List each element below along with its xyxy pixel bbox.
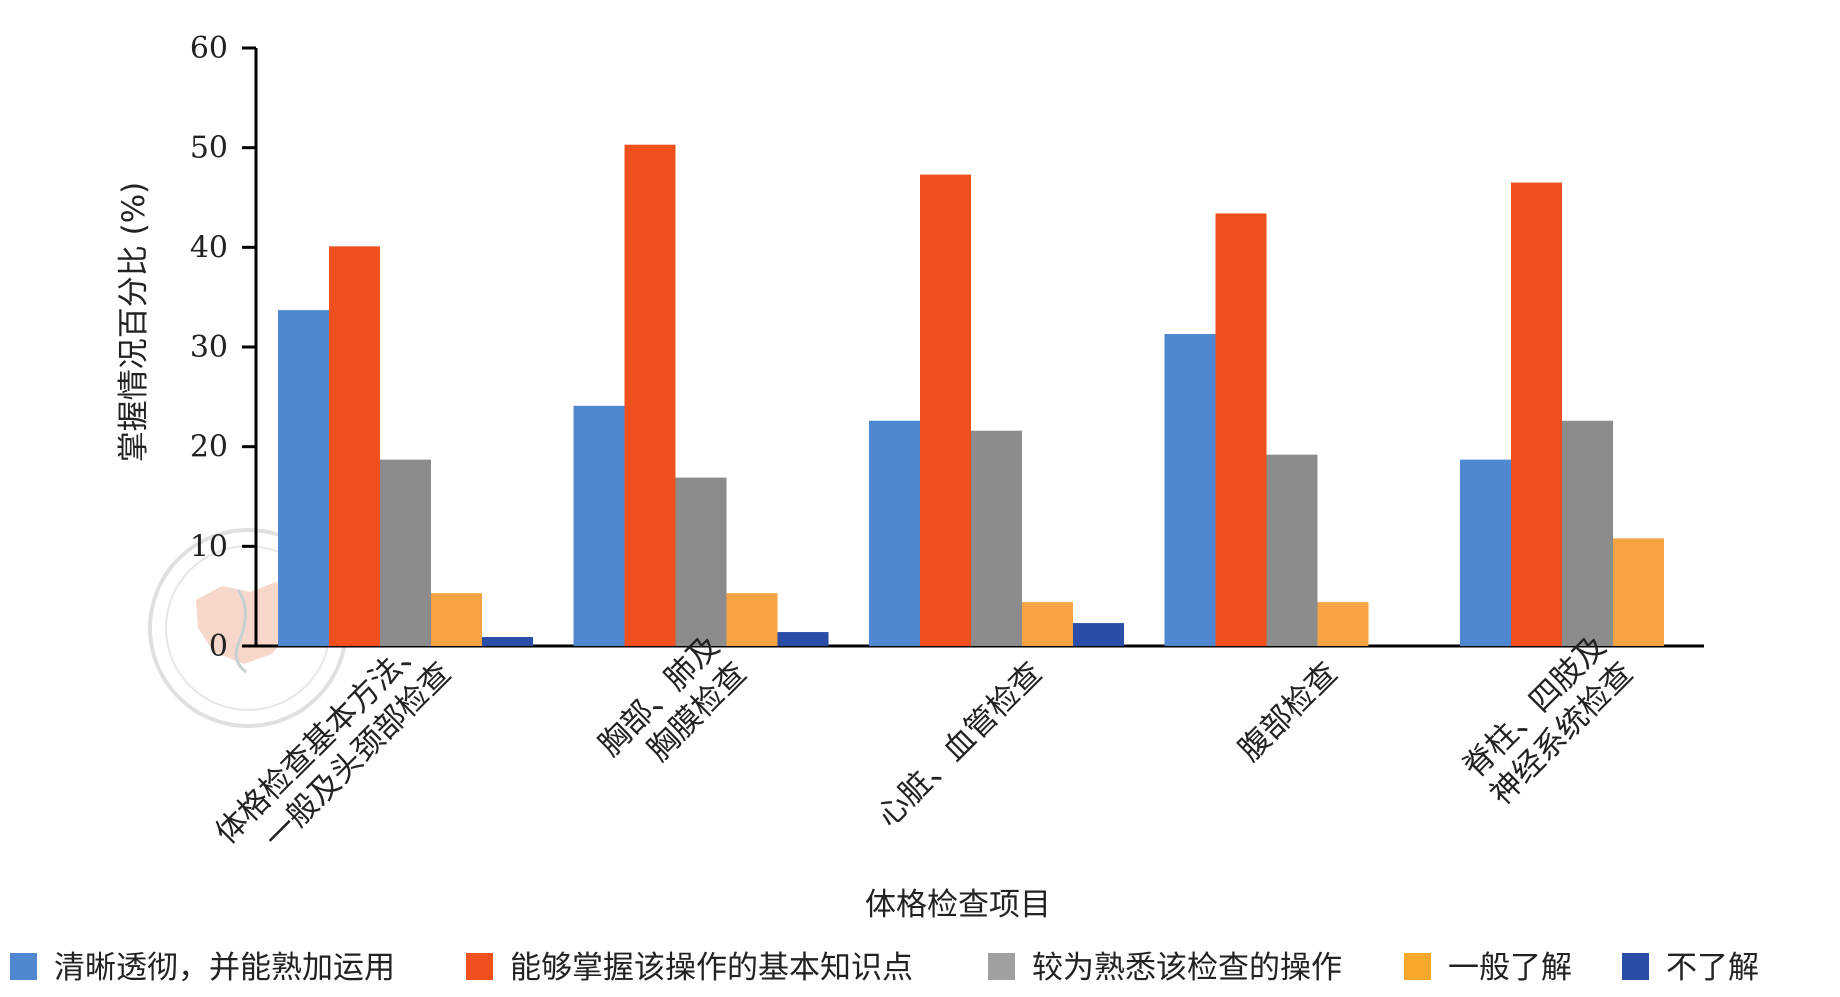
legend-entry: 清晰透彻，并能熟加运用: [54, 950, 395, 986]
bar: [920, 174, 971, 646]
bar: [777, 632, 829, 646]
bar: [573, 405, 625, 646]
y-tick-label: 40: [190, 230, 228, 265]
y-axis-title: 掌握情况百分比 (%): [116, 182, 152, 463]
bar: [1460, 459, 1511, 646]
bar: [1562, 420, 1613, 646]
bar: [624, 144, 676, 646]
bar: [329, 246, 380, 646]
x-category-label-line: 心脏、血管检查: [870, 655, 1049, 834]
legend-entry: 较为熟悉该检查的操作: [1032, 950, 1342, 986]
y-tick-label: 10: [190, 529, 228, 564]
bar: [1164, 334, 1216, 646]
bar: [1215, 213, 1267, 647]
legend-entry: 能够掌握该操作的基本知识点: [510, 950, 913, 986]
y-tick-label: 50: [190, 131, 228, 166]
bar: [278, 310, 329, 646]
bar: [971, 430, 1022, 646]
bar: [1511, 182, 1562, 647]
x-category-label-line: 腹部检查: [1232, 655, 1345, 768]
bar: [431, 593, 482, 646]
y-tick-label: 0: [209, 629, 228, 664]
legend-swatch: [466, 953, 493, 980]
legend-swatch: [1404, 953, 1431, 980]
bar: [726, 593, 778, 646]
bar: [1317, 602, 1369, 646]
bar: [482, 637, 533, 646]
bar: [1022, 602, 1073, 646]
y-tick-label: 20: [190, 430, 228, 465]
x-axis-title: 体格检查项目: [865, 887, 1051, 923]
legend-swatch: [988, 953, 1015, 980]
x-category-label: 腹部检查: [1232, 655, 1345, 768]
bar: [380, 459, 431, 646]
y-tick-label: 60: [190, 31, 228, 66]
bar: [1613, 538, 1664, 646]
bar: [1266, 454, 1318, 646]
bar: [1073, 623, 1124, 646]
legend-swatch: [10, 953, 37, 980]
legend-entry: 不了解: [1666, 950, 1759, 986]
x-category-label: 体格检查基本方法、一般及头颈部检查: [209, 628, 459, 856]
y-tick-label: 30: [190, 330, 228, 365]
bar: [675, 477, 727, 646]
legend-swatch: [1622, 953, 1649, 980]
legend-entry: 一般了解: [1448, 950, 1572, 986]
x-category-label: 心脏、血管检查: [870, 655, 1049, 834]
bar: [869, 420, 920, 646]
